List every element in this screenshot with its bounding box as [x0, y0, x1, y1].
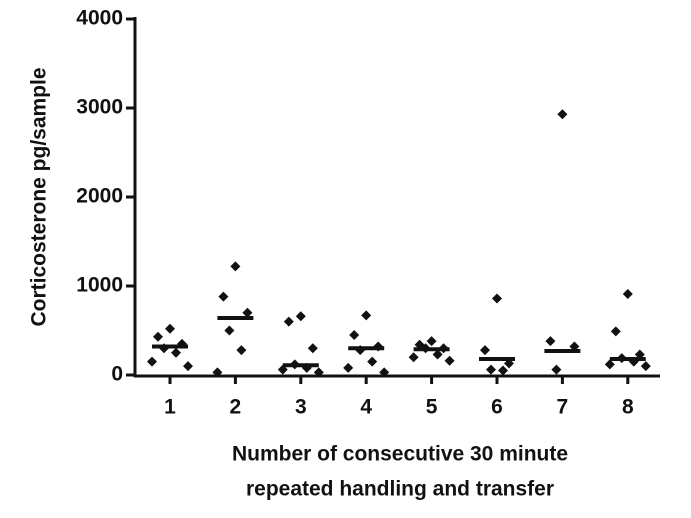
data-point — [432, 349, 443, 360]
x-tick-label: 6 — [491, 396, 503, 419]
data-point — [604, 359, 615, 370]
x-tick-label: 2 — [230, 396, 242, 419]
data-point — [551, 364, 562, 375]
data-point — [426, 336, 437, 347]
data-point — [165, 323, 175, 334]
data-point — [408, 352, 419, 363]
y-tick-label: 1000 — [76, 274, 123, 297]
x-tick-label: 1 — [164, 396, 176, 419]
x-axis-label: Number of consecutive 30 minute — [232, 443, 568, 466]
x-tick-label: 4 — [360, 396, 372, 419]
data-point — [622, 289, 633, 300]
data-point — [486, 364, 496, 375]
data-point — [480, 345, 490, 356]
data-point — [640, 361, 651, 372]
data-point — [379, 367, 390, 378]
x-tick-label: 7 — [557, 396, 569, 419]
data-point — [242, 307, 253, 318]
data-point — [153, 331, 163, 342]
data-point — [361, 310, 372, 321]
data-point — [557, 109, 568, 120]
data-point — [367, 356, 378, 367]
data-point — [545, 336, 556, 347]
data-point — [183, 361, 193, 372]
data-point — [171, 347, 181, 358]
y-tick-label: 4000 — [76, 7, 123, 30]
data-point — [295, 311, 306, 322]
data-point — [307, 343, 318, 354]
data-point — [147, 356, 157, 367]
data-point — [212, 367, 223, 378]
x-tick-label: 5 — [426, 396, 438, 419]
x-tick-label: 3 — [295, 396, 307, 419]
x-tick-label: 8 — [622, 396, 634, 419]
x-axis-label: repeated handling and transfer — [246, 478, 554, 501]
data-point — [218, 291, 229, 302]
y-axis-label: Corticosterone pg/sample — [28, 67, 51, 326]
data-point — [313, 367, 324, 378]
y-tick-label: 2000 — [76, 185, 123, 208]
data-point — [343, 362, 354, 373]
data-point — [236, 345, 247, 356]
data-point — [610, 326, 621, 337]
data-point — [230, 261, 241, 272]
data-point — [498, 365, 508, 376]
y-tick-label: 0 — [111, 363, 123, 386]
data-point — [283, 316, 294, 327]
y-tick-label: 3000 — [76, 96, 123, 119]
data-point — [492, 293, 502, 304]
data-point — [444, 355, 455, 366]
data-point — [349, 329, 360, 340]
data-point — [224, 325, 235, 336]
